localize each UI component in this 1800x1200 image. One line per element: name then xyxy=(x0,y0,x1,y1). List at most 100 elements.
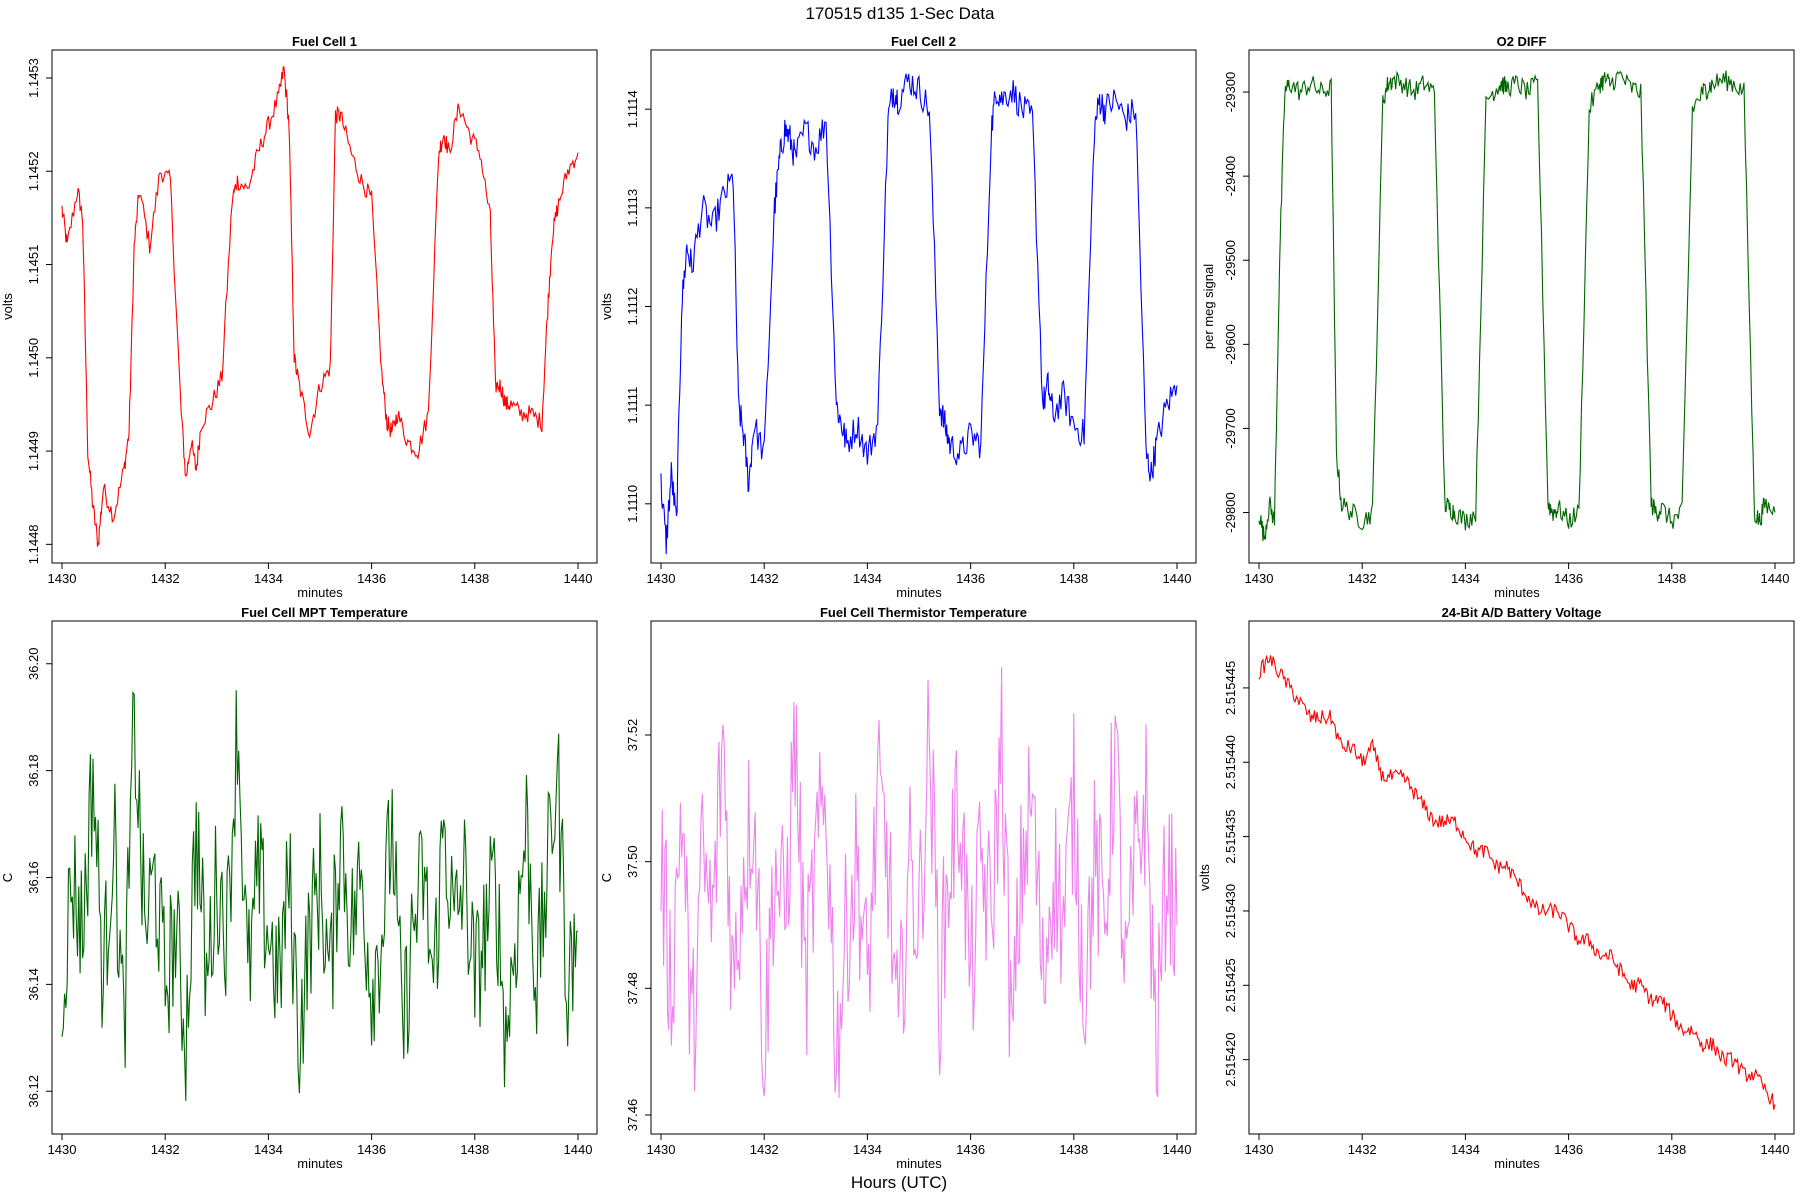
y-tick-label: -29400 xyxy=(1223,156,1238,196)
plot-frame xyxy=(1248,620,1795,1135)
x-tick-label: 1440 xyxy=(1761,1142,1790,1157)
x-tick-label: 1436 xyxy=(357,571,386,586)
x-tick-label: 1432 xyxy=(151,571,180,586)
x-tick-label: 1434 xyxy=(853,1142,882,1157)
y-tick-label: -29600 xyxy=(1223,324,1238,364)
y-tick-label: 37.48 xyxy=(625,972,640,1005)
data-series-line xyxy=(1258,70,1776,542)
y-tick-label: 1.1449 xyxy=(26,431,41,471)
x-tick-label: 1430 xyxy=(48,571,77,586)
x-tick-label: 1434 xyxy=(254,571,283,586)
y-tick-label: 2.515440 xyxy=(1223,735,1238,789)
plot-frame xyxy=(650,620,1197,1135)
x-tick-label: 1430 xyxy=(647,1142,676,1157)
y-tick-label: -29700 xyxy=(1223,408,1238,448)
chart-panel-6: 24-Bit A/D Battery Voltage 1430 1432 1434 14… xyxy=(1197,605,1795,1171)
y-tick-label: 36.20 xyxy=(26,647,41,680)
x-tick-label: 1434 xyxy=(853,571,882,586)
x-tick-label: 1440 xyxy=(1163,571,1192,586)
x-tick-label: 1440 xyxy=(1761,571,1790,586)
y-tick-label: 1.1113 xyxy=(625,189,640,227)
x-tick-label: 1432 xyxy=(1348,1142,1377,1157)
chart-title: Fuel Cell MPT Temperature xyxy=(241,605,408,620)
x-tick-label: 1434 xyxy=(1451,571,1480,586)
x-axis-label: minutes xyxy=(1494,585,1540,600)
x-tick-label: 1438 xyxy=(1657,571,1686,586)
x-tick-label: 1436 xyxy=(1554,1142,1583,1157)
chart-title: 24-Bit A/D Battery Voltage xyxy=(1442,605,1602,620)
chart-panel-2: Fuel Cell 2 1430 1432 1434 1436 1438 1440 minut… xyxy=(599,34,1197,600)
y-tick-label: 1.1114 xyxy=(625,90,640,128)
x-tick-label: 1430 xyxy=(1245,571,1274,586)
chart-panel-4: Fuel Cell MPT Temperature 1430 1432 1434 143… xyxy=(0,605,598,1171)
x-tick-label: 1438 xyxy=(460,1142,489,1157)
y-tick-label: 2.515425 xyxy=(1223,958,1238,1012)
chart-panel-1: Fuel Cell 1 1430 1432 1434 1436 1438 1440 minut… xyxy=(0,34,598,600)
data-series-line xyxy=(1258,654,1776,1110)
y-tick-label: 37.52 xyxy=(625,719,640,752)
y-axis-label: volts xyxy=(0,293,15,320)
y-tick-label: 2.515430 xyxy=(1223,884,1238,938)
y-tick-label: -29800 xyxy=(1223,492,1238,532)
x-axis-label: minutes xyxy=(896,585,942,600)
data-series-line xyxy=(660,73,1178,555)
y-tick-label: 1.1112 xyxy=(625,288,640,326)
figure-xlabel: Hours (UTC) xyxy=(851,1173,947,1192)
chart-title: O2 DIFF xyxy=(1497,34,1547,49)
x-tick-label: 1440 xyxy=(564,571,593,586)
plot-frame xyxy=(1248,49,1795,564)
y-tick-label: 1.1448 xyxy=(26,524,41,564)
x-tick-label: 1440 xyxy=(1163,1142,1192,1157)
chart-title: Fuel Cell Thermistor Temperature xyxy=(820,605,1027,620)
plot-frame xyxy=(51,49,598,564)
y-tick-label: 36.12 xyxy=(26,1075,41,1108)
x-tick-label: 1430 xyxy=(1245,1142,1274,1157)
x-tick-label: 1436 xyxy=(357,1142,386,1157)
chart-title: Fuel Cell 2 xyxy=(891,34,956,49)
data-series-line xyxy=(61,66,579,547)
y-tick-label: 36.16 xyxy=(26,861,41,894)
y-tick-label: 1.1450 xyxy=(26,338,41,378)
data-series-line xyxy=(660,666,1178,1099)
chart-panel-5: Fuel Cell Thermistor Temperature 1430 1432… xyxy=(599,605,1197,1171)
chart-panel-3: O2 DIFF 1430 1432 1434 1436 1438 1440 minutes -2… xyxy=(1201,34,1795,600)
x-tick-label: 1436 xyxy=(1554,571,1583,586)
y-tick-label: 36.18 xyxy=(26,754,41,787)
x-axis-label: minutes xyxy=(297,585,343,600)
y-tick-label: 2.515445 xyxy=(1223,661,1238,715)
x-tick-label: 1434 xyxy=(1451,1142,1480,1157)
y-tick-label: 1.1453 xyxy=(26,58,41,98)
x-axis-label: minutes xyxy=(896,1156,942,1171)
y-tick-label: 36.14 xyxy=(26,968,41,1001)
x-tick-label: 1438 xyxy=(1059,571,1088,586)
y-tick-label: 1.1110 xyxy=(625,485,640,523)
y-tick-label: 2.515435 xyxy=(1223,809,1238,863)
x-tick-label: 1430 xyxy=(647,571,676,586)
x-tick-label: 1430 xyxy=(48,1142,77,1157)
y-tick-label: 2.515420 xyxy=(1223,1033,1238,1087)
y-tick-label: 1.1452 xyxy=(26,151,41,191)
figure-title: 170515 d135 1-Sec Data xyxy=(805,4,995,23)
y-axis-label: volts xyxy=(599,293,614,320)
y-tick-label: -29300 xyxy=(1223,72,1238,112)
x-tick-label: 1436 xyxy=(956,571,985,586)
x-axis-label: minutes xyxy=(1494,1156,1540,1171)
y-tick-label: 37.50 xyxy=(625,845,640,878)
x-tick-label: 1438 xyxy=(1657,1142,1686,1157)
x-tick-label: 1432 xyxy=(151,1142,180,1157)
y-tick-label: 1.1111 xyxy=(625,387,640,424)
x-tick-label: 1434 xyxy=(254,1142,283,1157)
plot-frame xyxy=(650,49,1197,564)
x-tick-label: 1432 xyxy=(750,1142,779,1157)
y-axis-label: C xyxy=(599,873,614,882)
y-axis-label: C xyxy=(0,873,15,882)
x-tick-label: 1438 xyxy=(1059,1142,1088,1157)
data-series-line xyxy=(61,690,579,1101)
x-tick-label: 1438 xyxy=(460,571,489,586)
x-tick-label: 1432 xyxy=(750,571,779,586)
y-axis-label: per meg signal xyxy=(1201,264,1216,349)
x-tick-label: 1436 xyxy=(956,1142,985,1157)
y-tick-label: 37.46 xyxy=(625,1099,640,1132)
x-tick-label: 1432 xyxy=(1348,571,1377,586)
